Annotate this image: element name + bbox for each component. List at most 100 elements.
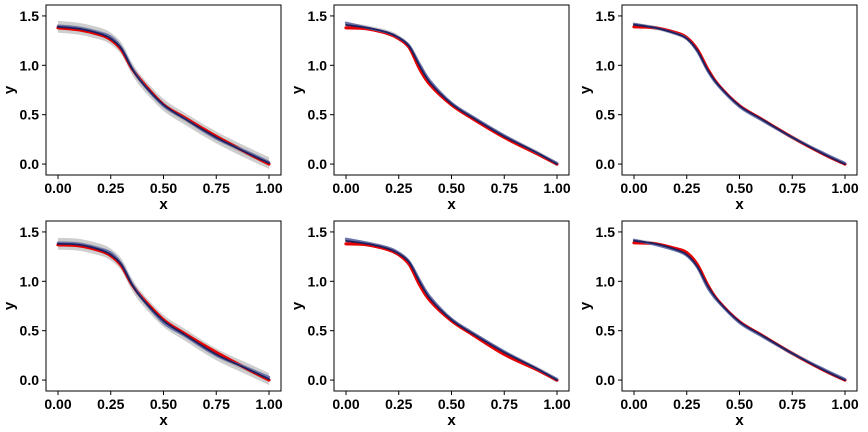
plot-area [632, 22, 847, 167]
x-tick-label: 0.25 [673, 396, 700, 412]
x-axis-label: x [735, 412, 744, 429]
y-tick-label: 1.0 [596, 57, 616, 73]
y-tick-label: 1.0 [20, 273, 40, 289]
uncertainty-band-inner [346, 239, 557, 382]
x-axis-label: x [447, 412, 456, 429]
x-tick-label: 0.00 [44, 396, 71, 412]
panel-bottom-left: 0.00 0.25 0.50 0.75 1.00 0.0 0.5 1.0 1.5 x y [1, 220, 283, 429]
x-tick-label: 0.50 [438, 396, 465, 412]
x-tick-label: 1.00 [255, 180, 282, 196]
panel-top-left: 0.00 0.25 0.50 0.75 1.00 0.0 0.5 1.0 1.5 x y [1, 4, 283, 213]
series-line-2 [345, 23, 558, 165]
uncertainty-band-inner [346, 23, 557, 166]
uncertainty-band [634, 22, 845, 167]
y-tick-label: 0.0 [596, 372, 616, 388]
x-tick-label: 0.00 [44, 180, 71, 196]
uncertainty-band [58, 20, 269, 169]
y-axis-label: y [577, 85, 594, 94]
y-tick-label: 0.5 [596, 107, 616, 123]
plot-area [632, 238, 847, 383]
x-tick-label: 1.00 [831, 396, 858, 412]
uncertainty-band [346, 238, 557, 383]
x-tick-label: 0.50 [438, 180, 465, 196]
y-tick-label: 1.0 [20, 57, 40, 73]
series-line-2 [345, 239, 558, 381]
series-line-2 [57, 25, 270, 164]
uncertainty-band-inner [634, 23, 845, 165]
x-tick-label: 1.00 [543, 180, 570, 196]
y-axis-label: y [289, 301, 306, 310]
panel-top-right: 0.00 0.25 0.50 0.75 1.00 0.0 0.5 1.0 1.5 x y [577, 4, 859, 213]
y-tick-label: 0.5 [20, 107, 40, 123]
y-tick-label: 1.0 [596, 273, 616, 289]
x-axis-label: x [735, 196, 744, 213]
plot-area [56, 237, 271, 385]
x-tick-label: 0.25 [385, 180, 412, 196]
y-tick-label: 0.5 [20, 323, 40, 339]
series-line-0 [344, 242, 559, 382]
series-line-2 [633, 23, 846, 165]
y-axis-label: y [577, 301, 594, 310]
plot-frame [621, 4, 858, 176]
plot-area [344, 237, 559, 383]
y-tick-label: 0.0 [308, 372, 328, 388]
y-tick-label: 1.0 [308, 273, 328, 289]
x-tick-label: 0.25 [97, 180, 124, 196]
uncertainty-band-inner [634, 239, 845, 381]
y-tick-label: 1.5 [308, 8, 328, 24]
x-tick-label: 0.75 [491, 396, 518, 412]
panel-bottom-middle: 0.00 0.25 0.50 0.75 1.00 0.0 0.5 1.0 1.5 x y [289, 220, 571, 429]
y-tick-label: 1.5 [596, 224, 616, 240]
y-axis-label: y [1, 85, 18, 94]
y-tick-label: 0.0 [20, 156, 40, 172]
uncertainty-band [634, 238, 845, 383]
series-line-0 [632, 241, 847, 382]
y-tick-label: 0.5 [308, 107, 328, 123]
x-tick-label: 0.75 [779, 396, 806, 412]
y-tick-label: 0.0 [308, 156, 328, 172]
x-tick-label: 1.00 [255, 396, 282, 412]
panel-top-middle: 0.00 0.25 0.50 0.75 1.00 0.0 0.5 1.0 1.5 x y [289, 4, 571, 213]
y-tick-label: 0.0 [596, 156, 616, 172]
y-axis-label: y [1, 301, 18, 310]
y-tick-label: 1.5 [20, 224, 40, 240]
x-tick-label: 0.00 [332, 396, 359, 412]
x-tick-label: 1.00 [831, 180, 858, 196]
y-tick-label: 0.5 [308, 323, 328, 339]
x-axis-label: x [159, 196, 168, 213]
x-tick-label: 0.25 [385, 396, 412, 412]
series-line-1 [56, 24, 271, 164]
series-line-1 [632, 22, 847, 165]
plot-area [344, 21, 559, 167]
series-line-1 [344, 237, 559, 381]
x-tick-label: 0.75 [491, 180, 518, 196]
y-axis-label: y [289, 85, 306, 94]
uncertainty-band [346, 22, 557, 167]
series-line-1 [56, 241, 271, 379]
y-tick-label: 1.5 [308, 224, 328, 240]
x-tick-label: 0.25 [97, 396, 124, 412]
x-tick-label: 0.50 [726, 396, 753, 412]
y-tick-label: 0.0 [20, 372, 40, 388]
x-tick-label: 0.50 [150, 180, 177, 196]
series-line-0 [344, 26, 559, 166]
x-tick-label: 0.50 [150, 396, 177, 412]
x-tick-label: 0.00 [620, 180, 647, 196]
x-tick-label: 0.75 [779, 180, 806, 196]
series-line-2 [57, 242, 270, 380]
series-line-1 [632, 238, 847, 381]
panel-bottom-right: 0.00 0.25 0.50 0.75 1.00 0.0 0.5 1.0 1.5 x y [577, 220, 859, 429]
series-line-0 [632, 25, 847, 166]
y-tick-label: 0.5 [596, 323, 616, 339]
series-line-1 [344, 21, 559, 165]
y-tick-label: 1.5 [20, 8, 40, 24]
y-tick-label: 1.5 [596, 8, 616, 24]
plot-area [56, 20, 271, 169]
x-tick-label: 0.00 [332, 180, 359, 196]
x-tick-label: 0.00 [620, 396, 647, 412]
series-line-2 [633, 239, 846, 381]
x-tick-label: 1.00 [543, 396, 570, 412]
x-tick-label: 0.75 [203, 180, 230, 196]
x-tick-label: 0.25 [673, 180, 700, 196]
